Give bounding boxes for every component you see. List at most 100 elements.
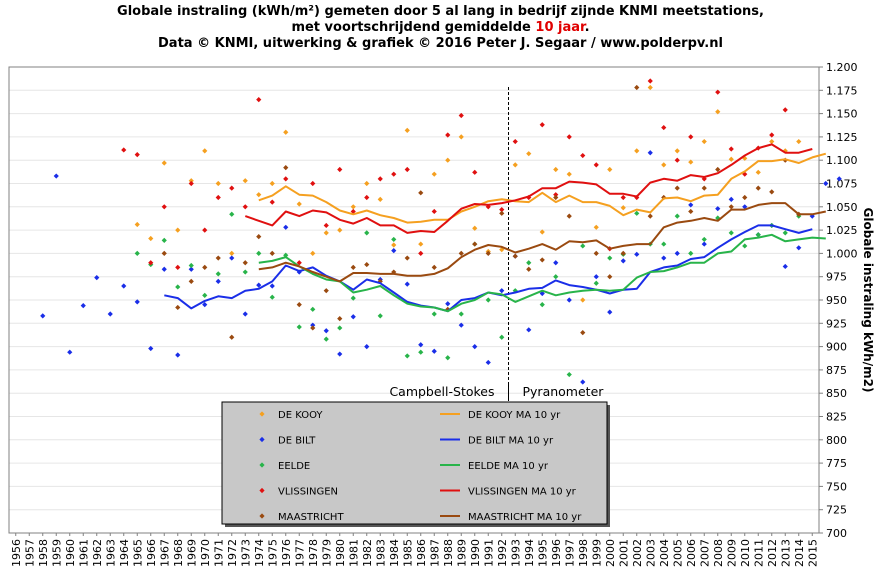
y-tick-label: 825 [826, 411, 847, 424]
data-point [256, 192, 262, 198]
data-point [728, 156, 734, 162]
data-point [431, 311, 437, 317]
y-tick-label: 725 [826, 504, 847, 517]
y-tick-label: 750 [826, 480, 847, 493]
legend-marker [259, 487, 265, 494]
data-point [769, 138, 775, 145]
data-point [161, 160, 167, 166]
data-point [107, 311, 113, 317]
x-tick-label: 1999 [590, 539, 603, 567]
data-point [215, 278, 221, 284]
x-tick-label: 1992 [496, 539, 509, 567]
y-tick-label: 925 [826, 317, 847, 330]
data-point [202, 227, 208, 233]
x-tick-label: 1963 [104, 539, 117, 567]
data-point [256, 282, 262, 288]
data-point [539, 302, 545, 308]
data-point [580, 297, 586, 303]
x-tick-label: 2004 [658, 539, 671, 567]
data-point [175, 227, 181, 233]
data-point [445, 132, 451, 138]
data-point [296, 201, 302, 207]
data-point [269, 199, 275, 205]
legend-ma-label: DE BILT MA 10 yr [468, 436, 554, 447]
data-point [323, 328, 329, 334]
data-point [647, 84, 653, 91]
data-point [701, 138, 707, 145]
data-point [539, 122, 545, 128]
subtitle-end: . [584, 20, 590, 35]
x-tick-label: 1975 [266, 539, 279, 567]
data-point [377, 176, 383, 182]
data-point [323, 222, 329, 229]
y-tick-label: 1.000 [826, 247, 858, 260]
legend-ma-label: EELDE MA 10 yr [468, 461, 549, 472]
data-point [418, 250, 424, 256]
x-tick-label: 1961 [77, 539, 90, 567]
data-point [472, 225, 478, 231]
data-point [310, 250, 316, 256]
data-point [499, 206, 505, 213]
data-point [418, 241, 424, 247]
data-point [377, 196, 383, 202]
data-point [566, 371, 572, 378]
data-point [431, 348, 437, 354]
x-tick-label: 1981 [347, 539, 360, 567]
data-point [404, 353, 410, 359]
data-point [539, 257, 545, 263]
y-tick-label: 875 [826, 364, 847, 377]
data-point [688, 250, 694, 256]
data-point [796, 138, 802, 145]
data-point [485, 250, 491, 256]
data-point [269, 283, 275, 289]
data-point [634, 84, 640, 91]
x-tick-label: 1966 [145, 539, 158, 567]
data-point [296, 302, 302, 308]
x-tick-label: 2014 [793, 539, 806, 567]
data-point [283, 165, 289, 171]
x-tick-label: 2015 [806, 539, 819, 567]
legend-ma-label: VLISSINGEN MA 10 yr [468, 487, 577, 498]
data-point [688, 208, 694, 215]
x-tick-label: 1977 [293, 539, 306, 567]
data-point [647, 150, 653, 156]
data-point [175, 264, 181, 270]
x-tick-label: 1989 [455, 539, 468, 567]
data-point [337, 325, 343, 331]
y-tick-label: 700 [826, 527, 847, 540]
x-tick-label: 1960 [64, 539, 77, 567]
data-point [688, 202, 694, 208]
data-point [499, 210, 505, 216]
data-point [458, 250, 464, 256]
data-point [364, 344, 370, 350]
legend-ma-label: MAASTRICHT MA 10 yr [468, 512, 582, 523]
data-point [202, 292, 208, 298]
legend-box [221, 401, 608, 525]
data-point [553, 274, 559, 280]
data-point [674, 157, 680, 163]
data-point [580, 330, 586, 336]
data-point [404, 127, 410, 133]
data-point [337, 316, 343, 322]
x-tick-label: 1967 [158, 539, 171, 567]
x-axis: 1956 1957 1958 1959 1960 1961 1962 1963 1964 1965… [10, 533, 819, 567]
data-point [458, 134, 464, 140]
legend-marker [259, 462, 265, 468]
data-point [674, 250, 680, 256]
data-point [661, 162, 667, 168]
data-point [512, 162, 518, 168]
data-point [499, 288, 505, 294]
scatter-points [40, 78, 842, 385]
x-tick-label: 1974 [253, 539, 266, 567]
y-tick-label: 1.075 [826, 178, 858, 191]
y-tick-label: 975 [826, 271, 847, 284]
data-point [229, 211, 235, 217]
x-tick-label: 1957 [23, 539, 36, 567]
data-point [755, 185, 761, 191]
data-point [391, 242, 397, 248]
annotation-pyranometer: Pyranometer [523, 384, 605, 399]
legend-marker [259, 436, 265, 443]
x-tick-label: 2012 [766, 539, 779, 567]
data-point [782, 263, 788, 270]
data-point [229, 255, 235, 261]
